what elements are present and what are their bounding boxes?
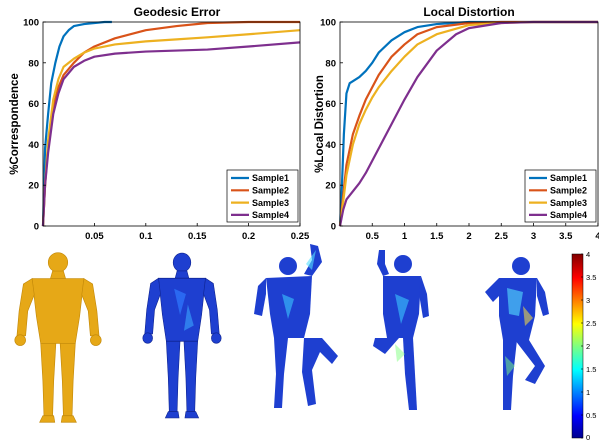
- x-tick-label: 4: [595, 231, 599, 242]
- colorbar: 4 3.5 3 2.5 2 1.5 1 0.5 0: [571, 250, 596, 442]
- mesh-figures: [14, 244, 549, 423]
- y-tick-label: 20: [28, 181, 39, 192]
- legend-entry: Sample3: [252, 198, 289, 208]
- y-tick-label: 40: [325, 140, 336, 151]
- x-tick-label: 0.15: [188, 231, 207, 242]
- legend-entry: Sample4: [550, 210, 587, 220]
- sample1-distortion-mesh: [142, 252, 222, 419]
- y-tick-label: 100: [320, 18, 336, 29]
- colorbar-tick-label: 1.5: [586, 365, 596, 374]
- legend-entry: Sample2: [252, 186, 289, 196]
- y-tick-label: 80: [325, 58, 336, 69]
- sample2-distortion-mesh: [254, 244, 338, 408]
- x-tick-label: 0.5: [366, 231, 380, 242]
- colorbar-tick-label: 2: [586, 342, 590, 351]
- x-tick-label: 3: [531, 231, 536, 242]
- chart-title: Local Distortion: [423, 5, 514, 19]
- legend-entry: Sample1: [252, 173, 289, 183]
- sample3-distortion-mesh: [373, 250, 429, 410]
- legend-entry: Sample1: [550, 173, 587, 183]
- y-tick-label: 60: [28, 99, 39, 110]
- legend: Sample1 Sample2 Sample3 Sample4: [226, 169, 299, 223]
- x-tick-label: 0.25: [291, 231, 310, 242]
- x-tick-label: 0.2: [242, 231, 255, 242]
- y-axis-label: %Local Distortion: [314, 75, 326, 173]
- y-tick-label: 20: [325, 181, 336, 192]
- y-tick-label: 60: [325, 99, 336, 110]
- y-ticks: 0 20 40 60 80 100: [23, 18, 46, 233]
- colorbar-tick-label: 4: [586, 250, 590, 259]
- colorbar-tick-label: 0.5: [586, 411, 596, 420]
- x-tick-label: 1.5: [430, 231, 444, 242]
- series-line-sample1: [41, 20, 112, 227]
- x-tick-label: 0.1: [139, 231, 153, 242]
- y-tick-label: 40: [28, 140, 39, 151]
- series-line-sample4: [41, 41, 301, 227]
- x-tick-label: 2.5: [495, 231, 509, 242]
- chart-local-distortion: Local Distortion %Local Distortion 0.5 1 1…: [314, 5, 599, 242]
- colorbar-ticks: 4 3.5 3 2.5 2 1.5 1 0.5 0: [581, 250, 596, 442]
- reference-mesh: [14, 252, 102, 423]
- x-tick-label: 3.5: [559, 231, 573, 242]
- series-line-sample3: [338, 20, 598, 227]
- y-tick-label: 80: [28, 58, 39, 69]
- colorbar-tick-label: 0: [586, 433, 590, 442]
- x-tick-label: 1: [402, 231, 408, 242]
- legend: Sample1 Sample2 Sample3 Sample4: [524, 169, 597, 223]
- chart-geodesic-error: Geodesic Error %Correspondence 0.05 0.1 0.…: [9, 5, 310, 242]
- x-tick-label: 0.05: [85, 231, 104, 242]
- x-ticks: 0.5 1 1.5 2 2.5 3 3.5 4: [366, 223, 599, 242]
- y-ticks: 0 20 40 60 80 100: [320, 18, 343, 233]
- legend-entry: Sample4: [252, 210, 289, 220]
- x-ticks: 0.05 0.1 0.15 0.2 0.25: [85, 223, 310, 242]
- y-tick-label: 0: [331, 222, 336, 233]
- plot-area: [41, 20, 301, 227]
- series-line-sample4: [338, 20, 598, 227]
- colorbar-tick-label: 2.5: [586, 319, 596, 328]
- series-line-sample3: [41, 29, 301, 227]
- y-tick-label: 0: [34, 222, 39, 233]
- y-axis-label: %Correspondence: [9, 73, 21, 175]
- axes-box: [42, 21, 301, 227]
- colorbar-tick-label: 3.5: [586, 273, 596, 282]
- chart-title: Geodesic Error: [134, 5, 221, 19]
- legend-entry: Sample3: [550, 198, 587, 208]
- series-line-sample2: [338, 20, 598, 227]
- sample4-distortion-mesh: [485, 257, 549, 410]
- legend-entry: Sample2: [550, 186, 587, 196]
- x-tick-label: 2: [466, 231, 471, 242]
- colorbar-tick-label: 1: [586, 388, 590, 397]
- colorbar-tick-label: 3: [586, 296, 590, 305]
- y-tick-label: 100: [23, 18, 39, 29]
